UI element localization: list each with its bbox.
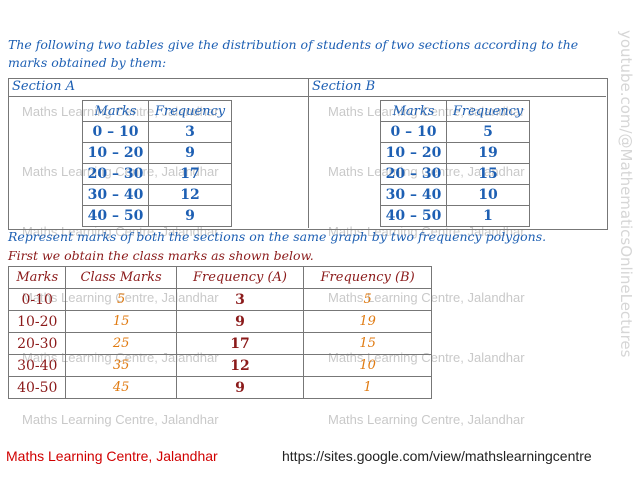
watermark: Maths Learning Centre, Jalandhar (328, 412, 525, 427)
header-cell: Frequency (446, 100, 530, 122)
question: Represent marks of both the sections on … (8, 229, 547, 244)
header-cell: Frequency (148, 100, 232, 122)
row: 10 – 20 19 (380, 142, 530, 164)
row: 40-50 45 9 1 (7, 376, 432, 399)
divider (308, 78, 309, 228)
cell: 5 (446, 121, 530, 143)
cell: 0 – 10 (380, 121, 447, 143)
table-section-b: Marks Frequency 0 – 10 5 10 – 20 19 20 – 30 15 3… (380, 100, 530, 227)
cell: 40 – 50 (82, 205, 149, 227)
section-label: Section B (312, 79, 376, 94)
header-cell: Marks (380, 100, 447, 122)
row: 10 – 20 9 (82, 142, 232, 164)
cell: 15 (446, 163, 530, 185)
cell: 17 (175, 332, 305, 355)
cell: 45 (65, 376, 177, 399)
intro: The following two tables give the distri… (8, 37, 579, 70)
cell: 12 (148, 184, 232, 206)
row: 20 – 30 15 (380, 163, 530, 185)
cell: 10 (303, 354, 432, 377)
cell: 30 – 40 (380, 184, 447, 206)
row: 0 – 10 5 (380, 121, 530, 143)
cell: 30 – 40 (82, 184, 149, 206)
cell: 19 (303, 310, 432, 333)
header-cell: Marks (82, 100, 149, 122)
header-cell: Frequency (A) (175, 266, 305, 289)
divider (8, 96, 606, 97)
cell: 20 – 30 (82, 163, 149, 185)
cell: 10-20 (7, 310, 67, 333)
cell: 9 (175, 310, 305, 333)
row: 40 – 50 1 (380, 205, 530, 227)
header-row: Marks Class Marks Frequency (A) Frequency (… (7, 266, 432, 289)
cell: 9 (148, 142, 232, 164)
header-row: Marks Frequency (380, 100, 530, 122)
cell: 0 – 10 (82, 121, 149, 143)
row: 30 – 40 10 (380, 184, 530, 206)
cell: 25 (65, 332, 177, 355)
step: First we obtain the class marks as shown… (8, 248, 314, 263)
cell: 15 (303, 332, 432, 355)
row: 0 – 10 3 (82, 121, 232, 143)
footer-right: https://sites.google.com/view/mathslearn… (282, 448, 592, 464)
header-cell: Marks (7, 266, 67, 289)
cell: 20-30 (7, 332, 67, 355)
section-label: Section A (12, 79, 75, 94)
header-cell: Class Marks (65, 266, 177, 289)
side-text: youtube.com/@MathematicsOnlineLectures (617, 30, 635, 358)
cell: 1 (446, 205, 530, 227)
cell: 15 (65, 310, 177, 333)
row: 40 – 50 9 (82, 205, 232, 227)
cell: 30-40 (7, 354, 67, 377)
table-section-a: Marks Frequency 0 – 10 3 10 – 20 9 20 – 30 17 30… (82, 100, 232, 227)
watermark: Maths Learning Centre, Jalandhar (22, 412, 219, 427)
cell: 40 – 50 (380, 205, 447, 227)
cell: 3 (148, 121, 232, 143)
watermark: Maths Learning Centre, Jalandhar (328, 224, 525, 239)
class-table: Marks Class Marks Frequency (A) Frequency (… (7, 266, 432, 399)
cell: 12 (175, 354, 305, 377)
cell: 35 (65, 354, 177, 377)
cell: 10 – 20 (82, 142, 149, 164)
row: 20 – 30 17 (82, 163, 232, 185)
header-cell: Frequency (B) (303, 266, 432, 289)
cell: 9 (148, 205, 232, 227)
cell: 0-10 (7, 288, 67, 311)
cell: 10 – 20 (380, 142, 447, 164)
row: 10-20 15 9 19 (7, 310, 432, 333)
row: 20-30 25 17 15 (7, 332, 432, 355)
row: 30 – 40 12 (82, 184, 232, 206)
cell: 17 (148, 163, 232, 185)
footer-left: Maths Learning Centre, Jalandhar (6, 448, 218, 464)
header-row: Marks Frequency (82, 100, 232, 122)
cell: 10 (446, 184, 530, 206)
cell: 5 (303, 288, 432, 311)
cell: 3 (175, 288, 305, 311)
watermark: Maths Learning Centre, Jalandhar (22, 224, 219, 239)
cell: 20 – 30 (380, 163, 447, 185)
cell: 1 (303, 376, 432, 399)
cell: 40-50 (7, 376, 67, 399)
row: 0-10 5 3 5 (7, 288, 432, 311)
cell: 19 (446, 142, 530, 164)
cell: 9 (175, 376, 305, 399)
cell: 5 (65, 288, 177, 311)
row: 30-40 35 12 10 (7, 354, 432, 377)
